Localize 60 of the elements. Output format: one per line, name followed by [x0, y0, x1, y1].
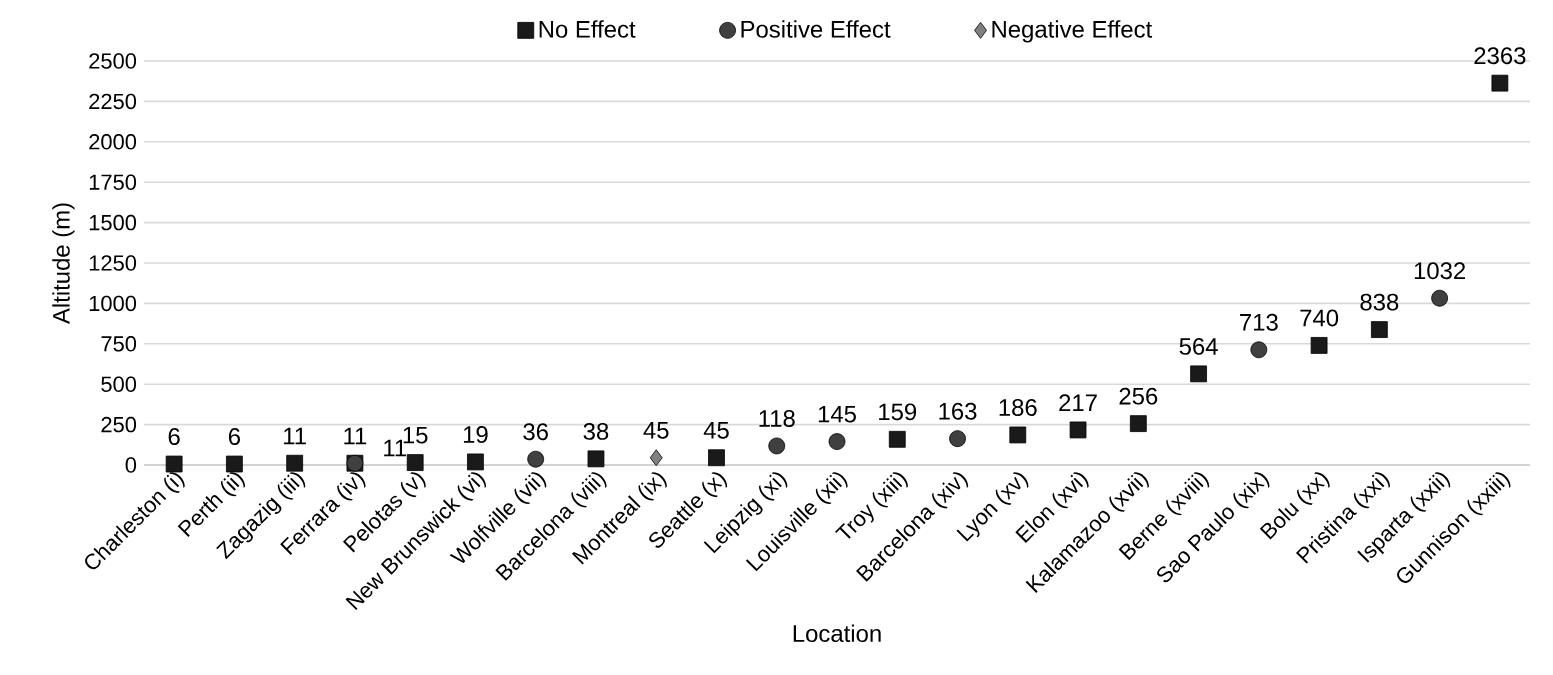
data-label: 19	[463, 426, 488, 443]
legend-label: Positive Effect	[741, 20, 891, 38]
y-tick-label: 0	[125, 457, 137, 473]
y-tick-label: 2250	[89, 93, 137, 110]
point	[1009, 426, 1027, 444]
data-label: 2363	[1474, 47, 1526, 65]
point	[1431, 289, 1448, 307]
data-label: 186	[999, 399, 1037, 416]
point	[226, 455, 243, 473]
data-label: 6	[228, 428, 240, 446]
y-tick-label: 2000	[89, 134, 137, 150]
data-label: 118	[759, 410, 795, 427]
y-tick-label: 2500	[89, 53, 137, 69]
data-label: 36	[523, 423, 548, 441]
data-label: 163	[939, 402, 977, 420]
data-label: 1032	[1414, 262, 1465, 280]
point	[1069, 421, 1087, 439]
y-tick-label: 1750	[89, 174, 137, 190]
data-label: 6	[168, 428, 180, 446]
point	[828, 433, 846, 450]
point	[286, 454, 304, 472]
data-label: 564	[1179, 337, 1218, 355]
y-tick-label: 750	[101, 336, 137, 352]
legend-label: No Effect	[539, 20, 636, 38]
x-axis-title: Location	[793, 624, 881, 642]
data-label: 11	[344, 427, 367, 445]
data-label: 145	[818, 405, 856, 423]
data-label: 159	[879, 403, 917, 421]
data-label: 45	[643, 422, 669, 439]
y-tick-label: 500	[101, 376, 137, 392]
point	[649, 449, 663, 467]
y-tick-label: 1500	[89, 214, 137, 231]
point	[165, 455, 183, 473]
y-tick-label: 250	[101, 416, 137, 433]
y-tick-label: 1000	[89, 295, 137, 312]
point	[1310, 337, 1328, 354]
point	[1190, 365, 1207, 383]
y-axis-title: Altitude (m)	[52, 203, 75, 325]
point	[1129, 415, 1147, 432]
point	[527, 450, 545, 468]
point	[949, 430, 966, 448]
legend-label: Negative Effect	[992, 20, 1153, 43]
y-tick-label: 1250	[89, 255, 137, 271]
point	[888, 430, 906, 448]
data-label: 11	[284, 427, 306, 445]
data-label: 838	[1360, 293, 1399, 311]
data-label: 713	[1240, 313, 1278, 331]
point	[1370, 321, 1388, 338]
point	[406, 454, 424, 471]
data-label: 45	[703, 422, 729, 439]
data-label: 256	[1119, 387, 1158, 405]
point	[708, 449, 725, 467]
point	[467, 453, 484, 471]
data-label: 740	[1300, 309, 1339, 327]
point	[1250, 341, 1268, 359]
point	[768, 437, 786, 455]
point	[1491, 74, 1509, 92]
data-label: 217	[1059, 394, 1097, 411]
data-label: 38	[583, 422, 609, 440]
point	[587, 450, 605, 468]
